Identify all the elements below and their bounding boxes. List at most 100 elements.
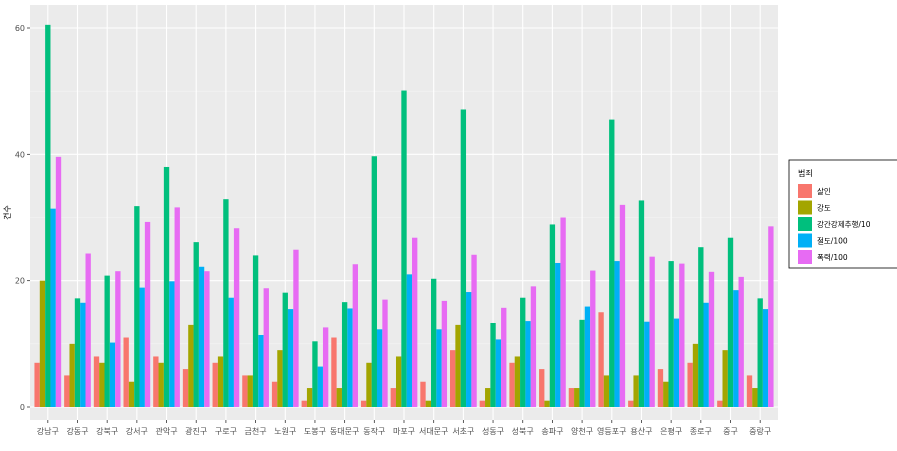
bar xyxy=(727,237,734,407)
bar xyxy=(74,298,81,407)
x-tick-label: 서초구 xyxy=(452,427,474,436)
bar xyxy=(549,224,556,407)
bar xyxy=(450,350,456,407)
bar xyxy=(762,309,769,407)
bar xyxy=(123,337,129,407)
bar xyxy=(471,254,477,407)
bar xyxy=(412,237,418,407)
x-tick-label: 강서구 xyxy=(126,426,148,436)
bar xyxy=(271,381,278,407)
bar xyxy=(603,375,610,407)
bar xyxy=(390,388,396,407)
bar xyxy=(479,400,486,407)
bar xyxy=(293,249,299,407)
bar xyxy=(574,388,580,407)
bar xyxy=(50,208,56,407)
bar xyxy=(80,302,86,407)
bar xyxy=(633,375,639,407)
bar xyxy=(193,242,199,407)
x-axis: 강남구 강동구 강북구 강서구 관악구 광진구 구로구 금천구 노원구 도봉구 동대문구 동작구 마포구… xyxy=(37,420,771,436)
y-axis: 0 20 40 60 xyxy=(15,24,30,412)
x-tick-label: 송파구 xyxy=(541,427,563,436)
bar xyxy=(509,362,515,407)
x-tick-label: 금천구 xyxy=(245,426,267,436)
bar xyxy=(460,109,467,408)
bar xyxy=(39,280,46,407)
legend-swatch xyxy=(798,200,812,215)
bar xyxy=(69,343,75,407)
bar xyxy=(144,221,151,407)
bar xyxy=(746,375,753,407)
bar xyxy=(322,327,329,407)
bar xyxy=(436,329,442,407)
bar xyxy=(247,375,253,407)
bar xyxy=(371,156,377,407)
x-tick-label: 관악구 xyxy=(155,426,177,436)
bar xyxy=(490,322,496,407)
bar xyxy=(638,200,645,407)
bar xyxy=(420,381,426,407)
bar xyxy=(263,288,269,407)
bar xyxy=(544,400,550,407)
bar xyxy=(382,299,388,407)
bar xyxy=(158,362,164,407)
bar xyxy=(306,388,313,407)
bar xyxy=(717,400,723,407)
bar xyxy=(514,356,521,407)
legend-swatch xyxy=(798,184,812,198)
bar xyxy=(733,290,739,407)
bar xyxy=(644,321,650,407)
bar xyxy=(223,199,229,407)
bar xyxy=(336,388,342,407)
bar xyxy=(104,275,110,407)
x-tick-label: 성북구 xyxy=(512,427,534,436)
bar xyxy=(212,362,218,407)
bar xyxy=(312,341,318,407)
bar xyxy=(560,217,566,407)
bar xyxy=(64,375,70,407)
bar xyxy=(425,400,432,407)
bar xyxy=(366,362,372,407)
bar xyxy=(277,350,283,407)
bar xyxy=(139,287,145,407)
bar xyxy=(352,264,358,407)
legend-swatch xyxy=(798,233,812,248)
x-tick-label: 강북구 xyxy=(96,426,118,436)
legend-label: 살인 xyxy=(817,186,831,196)
bar xyxy=(258,334,264,407)
bar xyxy=(217,356,224,407)
legend-swatch xyxy=(798,250,812,264)
bar xyxy=(757,298,763,407)
bar xyxy=(619,204,626,407)
bar xyxy=(204,271,210,407)
bar xyxy=(441,300,448,407)
legend-label: 폭력/100 xyxy=(817,253,848,262)
bar xyxy=(115,271,121,407)
x-tick-label: 노원구 xyxy=(274,427,296,436)
bar xyxy=(163,166,170,407)
x-tick-label: 중랑구 xyxy=(749,426,771,436)
bar xyxy=(431,278,437,407)
bar xyxy=(287,309,294,407)
bar xyxy=(598,312,604,407)
bar xyxy=(614,261,620,407)
bar xyxy=(590,270,596,407)
bar xyxy=(649,256,655,407)
bar xyxy=(679,263,685,407)
bar xyxy=(341,302,348,407)
bar xyxy=(501,307,507,407)
legend-title: 범죄 xyxy=(798,168,813,178)
bar xyxy=(85,253,91,407)
y-tick-label: 40 xyxy=(15,150,25,159)
bar xyxy=(242,375,248,407)
legend-label: 절도/100 xyxy=(817,237,848,246)
bar xyxy=(668,261,674,407)
legend-swatch xyxy=(798,217,812,231)
bar xyxy=(282,292,288,407)
bar xyxy=(466,292,472,407)
x-tick-label: 은평구 xyxy=(660,426,682,436)
bar xyxy=(169,281,175,407)
bar xyxy=(495,339,502,407)
